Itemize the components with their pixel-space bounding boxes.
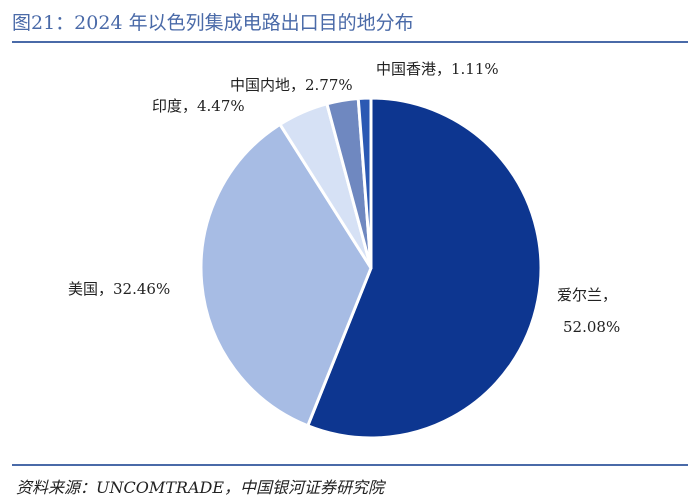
- pie-slice: [199, 122, 373, 428]
- pie-slice: [306, 96, 543, 440]
- slice-label: 52.08%: [563, 318, 620, 336]
- title-divider: [12, 41, 688, 43]
- slice-label: 印度，4.47%: [152, 97, 245, 115]
- slice-label: 爱尔兰，: [557, 286, 617, 304]
- chart-title: 图21：2024 年以色列集成电路出口目的地分布: [12, 12, 414, 34]
- slice-label: 中国香港，1.11%: [376, 60, 499, 78]
- source-note: 资料来源：UNCOMTRADE，中国银河证券研究院: [16, 478, 385, 497]
- pie-slice: [356, 96, 373, 270]
- slice-label: 中国内地，2.77%: [230, 76, 353, 94]
- slice-label: 美国，32.46%: [68, 280, 170, 298]
- footer-divider: [12, 464, 688, 466]
